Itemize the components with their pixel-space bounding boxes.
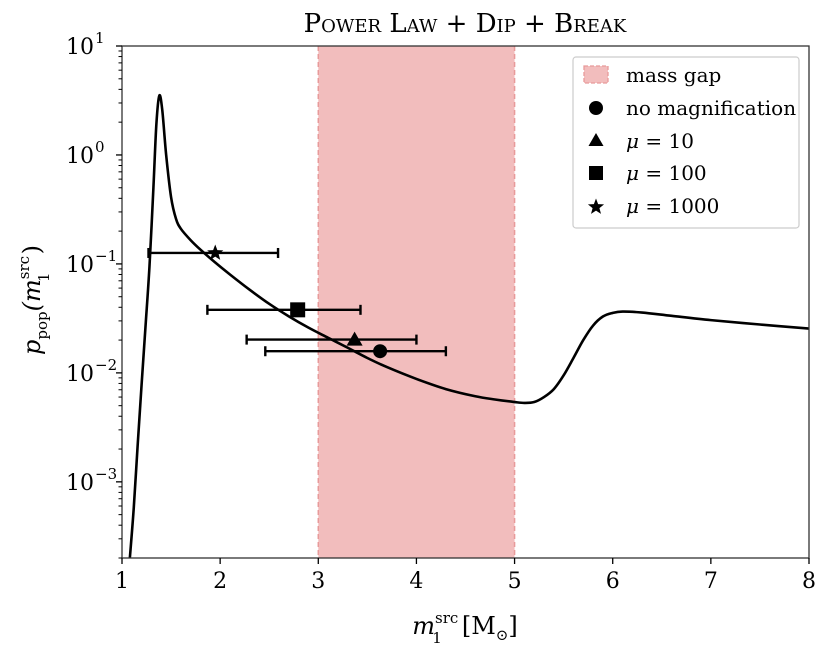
legend-label-mu-1000: μ = 1000 [626,194,719,218]
legend-swatch-mass-gap [583,65,609,84]
y-tick-exponent: 0 [95,138,105,156]
x-label-unit-sub: ⊙ [496,626,509,644]
population-curve [128,93,809,558]
legend: mass gap no magnification μ = 10 μ = 100… [572,56,800,229]
y-tick-exponent: 1 [95,29,105,47]
x-tick-label: 2 [213,569,227,594]
legend-marker-circle [589,101,603,115]
error-bar-square [206,304,362,315]
y-tick-label: 10 [66,35,94,60]
x-label-base: m [412,612,435,640]
y-tick-label: 10 [66,144,94,169]
mass-gap-fill [318,46,515,558]
y-axis-label: ppop(msrc 1) [15,245,53,355]
y-tick-label: 10 [66,253,94,278]
y-label-arg-open: (m [18,279,46,311]
x-tick-label: 1 [115,569,129,594]
legend-label-no-magnification: no magnification [626,96,796,120]
y-tick-exponent: −2 [95,356,117,374]
legend-label-mass-gap: mass gap [626,63,721,87]
marker-star [207,244,224,260]
y-label-base: p [18,340,46,355]
marker-triangle [346,331,363,346]
marker-circle [373,344,388,359]
marker-square [290,302,306,318]
x-tick-label: 5 [508,569,522,594]
legend-marker-star [587,198,605,214]
x-tick-label: 6 [606,569,620,594]
legend-marker-triangle [588,133,604,146]
axes-border [121,45,810,559]
chart-title: Power Law + Dip + Break [304,9,627,39]
x-ticks: 1 2 3 4 5 6 7 8 [115,558,816,594]
x-tick-label: 8 [802,569,816,594]
legend-marker-square [589,166,603,180]
x-tick-label: 3 [311,569,325,594]
x-label-sup: src [435,609,458,627]
error-bar-circle [264,346,448,357]
x-tick-label: 4 [409,569,423,594]
y-label-arg-sub: 1 [35,272,53,282]
x-label-sub: 1 [432,629,442,647]
y-tick-label: 10 [66,362,94,387]
markers [207,244,388,359]
y-tick-label: 10 [66,471,94,496]
error-bar-triangle [245,334,418,345]
y-label-sub: pop [33,311,51,339]
y-label-arg-close: ) [18,245,46,254]
x-axis-label: msrc 1 [M⊙] [412,609,517,647]
legend-box [572,56,800,229]
y-tick-exponent: −3 [95,465,117,483]
legend-label-mu-100: μ = 100 [626,161,707,185]
y-tick-exponent: −1 [95,247,117,265]
axes-frame [121,45,810,559]
mass-gap-region [317,46,516,558]
x-label-unit-close: ] [508,612,517,640]
y-label-arg-sup: src [15,256,33,279]
population-curve-line [128,93,809,558]
legend-label-mu-10: μ = 10 [626,129,694,153]
x-tick-label: 7 [704,569,718,594]
x-label-unit-open: [M [462,612,496,640]
